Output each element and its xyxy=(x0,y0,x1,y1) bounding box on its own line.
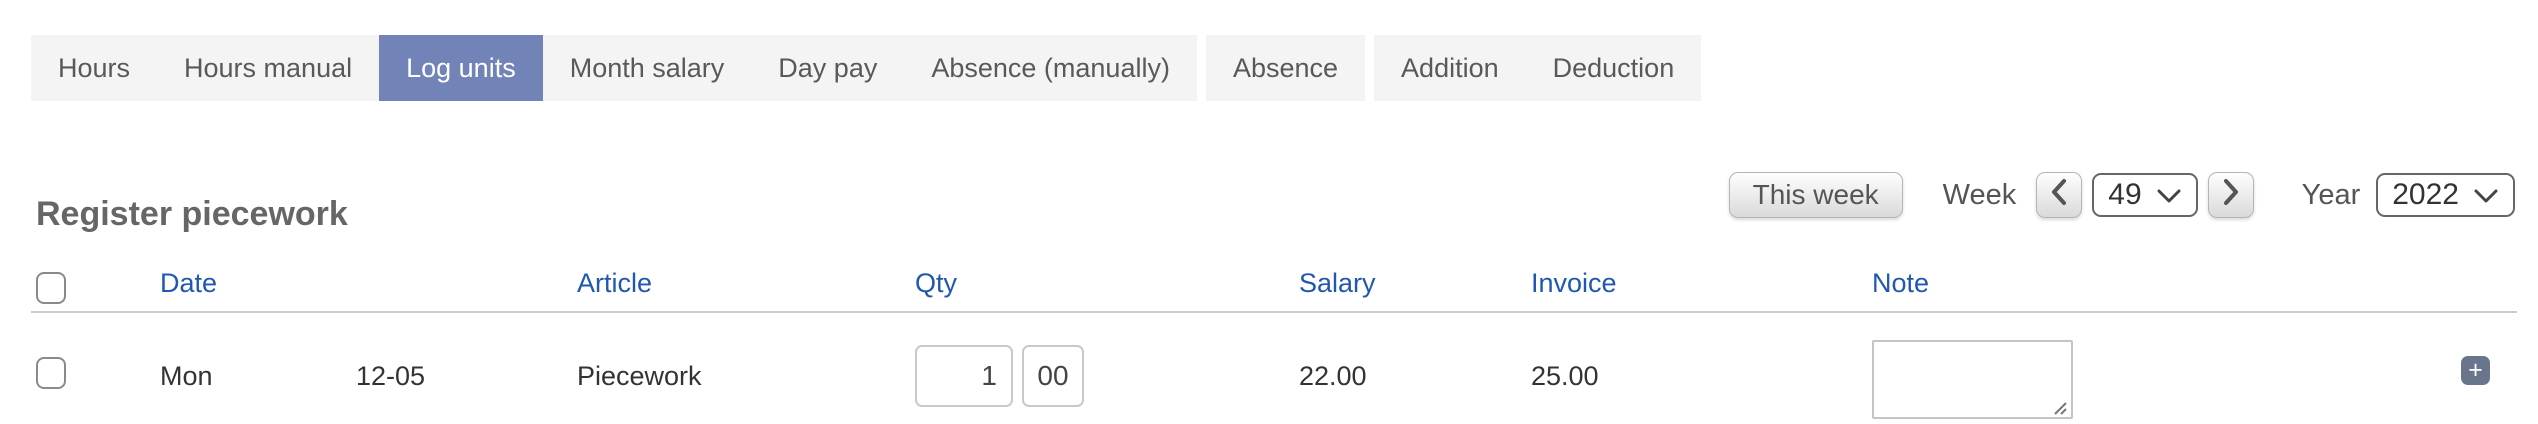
qty-whole-input[interactable] xyxy=(915,345,1013,407)
table-header-row: Date Article Qty Salary Invoice Note xyxy=(31,258,2517,313)
table-row: Mon 12-05 Piecework 22.00 25.00 + xyxy=(31,330,2517,422)
chevron-left-icon xyxy=(2050,177,2068,214)
previous-week-button[interactable] xyxy=(2036,172,2083,218)
row-article: Piecework xyxy=(577,361,702,391)
tab-absence[interactable]: Absence xyxy=(1205,35,1366,101)
tab-hours-manual[interactable]: Hours manual xyxy=(157,35,380,101)
row-date: 12-05 xyxy=(356,361,426,391)
tab-deduction[interactable]: Deduction xyxy=(1525,35,1702,101)
tab-hours[interactable]: Hours xyxy=(31,35,158,101)
resize-handle-icon[interactable] xyxy=(2052,399,2068,415)
column-header-note[interactable]: Note xyxy=(1872,268,1930,298)
this-week-button[interactable]: This week xyxy=(1728,172,1903,218)
tab-addition[interactable]: Addition xyxy=(1374,35,1526,101)
year-select[interactable]: 2022 xyxy=(2376,173,2515,217)
year-select-value: 2022 xyxy=(2392,178,2459,211)
row-checkbox[interactable] xyxy=(36,357,66,389)
chevron-down-icon xyxy=(2156,178,2182,212)
tab-day-pay[interactable]: Day pay xyxy=(751,35,905,101)
tab-month-salary[interactable]: Month salary xyxy=(542,35,752,101)
week-select[interactable]: 49 xyxy=(2092,173,2198,217)
column-header-qty[interactable]: Qty xyxy=(915,268,958,298)
tab-bar: Hours Hours manual Log units Month salar… xyxy=(31,35,1702,101)
column-header-salary[interactable]: Salary xyxy=(1299,268,1376,298)
qty-fraction-input[interactable] xyxy=(1022,345,1084,407)
chevron-down-icon xyxy=(2473,178,2499,212)
year-label: Year xyxy=(2301,178,2361,211)
plus-icon[interactable]: + xyxy=(2461,356,2490,385)
week-label: Week xyxy=(1942,178,2017,211)
row-day: Mon xyxy=(160,361,213,391)
column-header-invoice[interactable]: Invoice xyxy=(1531,268,1617,298)
tab-log-units[interactable]: Log units xyxy=(379,35,543,101)
note-input[interactable] xyxy=(1872,340,2073,419)
tab-absence-manually[interactable]: Absence (manually) xyxy=(904,35,1197,101)
week-select-value: 49 xyxy=(2108,178,2142,211)
column-header-article[interactable]: Article xyxy=(577,268,653,298)
row-invoice: 25.00 xyxy=(1531,361,1599,391)
next-week-button[interactable] xyxy=(2207,172,2254,218)
page-title: Register piecework xyxy=(36,194,348,233)
column-header-date[interactable]: Date xyxy=(160,268,218,298)
row-salary: 22.00 xyxy=(1299,361,1367,391)
chevron-right-icon xyxy=(2222,177,2240,214)
week-controls: This week Week 49 Year 2022 xyxy=(1728,170,2515,220)
select-all-checkbox[interactable] xyxy=(36,272,66,304)
